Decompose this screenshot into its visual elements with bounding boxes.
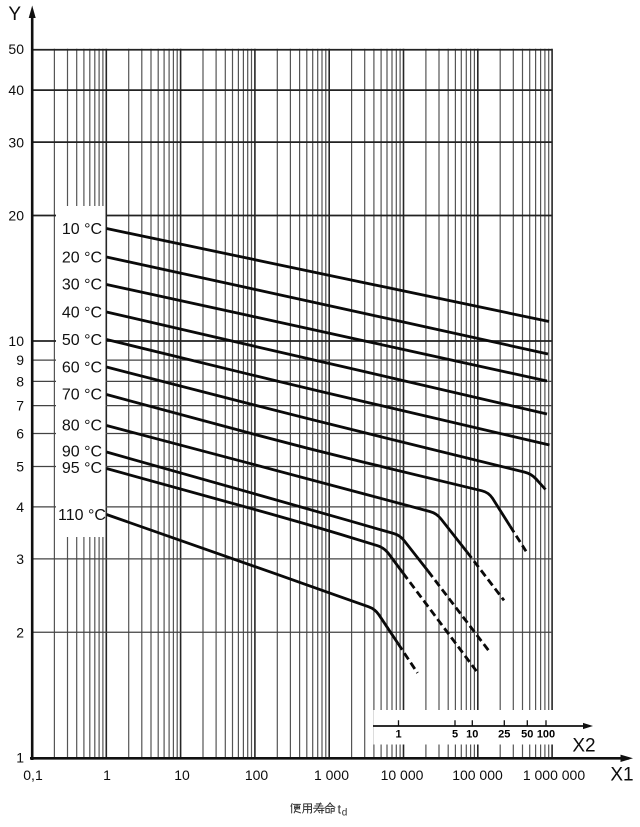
- svg-text:5: 5: [452, 729, 458, 741]
- svg-text:10 000: 10 000: [381, 767, 424, 783]
- svg-text:30 °C: 30 °C: [62, 276, 102, 293]
- svg-text:50 °C: 50 °C: [62, 332, 102, 349]
- svg-text:0,1: 0,1: [23, 767, 43, 783]
- svg-text:110 °C: 110 °C: [58, 507, 106, 524]
- svg-text:70 °C: 70 °C: [62, 386, 102, 403]
- svg-text:Y: Y: [8, 4, 21, 25]
- svg-text:95 °C: 95 °C: [62, 460, 102, 477]
- svg-text:40 °C: 40 °C: [62, 304, 102, 321]
- svg-text:80 °C: 80 °C: [62, 417, 102, 434]
- svg-text:1: 1: [16, 749, 24, 765]
- svg-text:X2: X2: [572, 736, 595, 757]
- svg-text:10 °C: 10 °C: [62, 221, 102, 238]
- svg-text:25: 25: [498, 729, 510, 741]
- svg-text:7: 7: [16, 398, 24, 414]
- svg-text:9: 9: [16, 352, 24, 368]
- svg-text:2: 2: [16, 624, 24, 640]
- svg-text:10: 10: [8, 333, 24, 349]
- svg-text:40: 40: [8, 82, 24, 98]
- svg-text:3: 3: [16, 551, 24, 567]
- svg-text:1: 1: [103, 767, 111, 783]
- svg-text:4: 4: [16, 499, 24, 515]
- svg-text:100: 100: [245, 767, 269, 783]
- svg-text:30: 30: [8, 134, 24, 150]
- svg-text:20: 20: [8, 208, 24, 224]
- svg-text:X1: X1: [610, 765, 633, 786]
- svg-text:90 °C: 90 °C: [62, 443, 102, 460]
- svg-text:1 000: 1 000: [314, 767, 349, 783]
- svg-text:10: 10: [466, 729, 478, 741]
- svg-text:20 °C: 20 °C: [62, 249, 102, 266]
- svg-text:1 000 000: 1 000 000: [523, 767, 585, 783]
- svg-text:d: d: [342, 808, 348, 819]
- svg-text:8: 8: [16, 374, 24, 390]
- svg-text:1: 1: [395, 729, 401, 741]
- svg-text:t: t: [338, 802, 342, 817]
- svg-text:50: 50: [521, 729, 533, 741]
- svg-text:10: 10: [174, 767, 190, 783]
- svg-text:6: 6: [16, 426, 24, 442]
- svg-text:100 000: 100 000: [452, 767, 503, 783]
- svg-text:100: 100: [537, 729, 555, 741]
- svg-text:50: 50: [8, 41, 24, 57]
- svg-text:5: 5: [16, 459, 24, 475]
- svg-text:60 °C: 60 °C: [62, 359, 102, 376]
